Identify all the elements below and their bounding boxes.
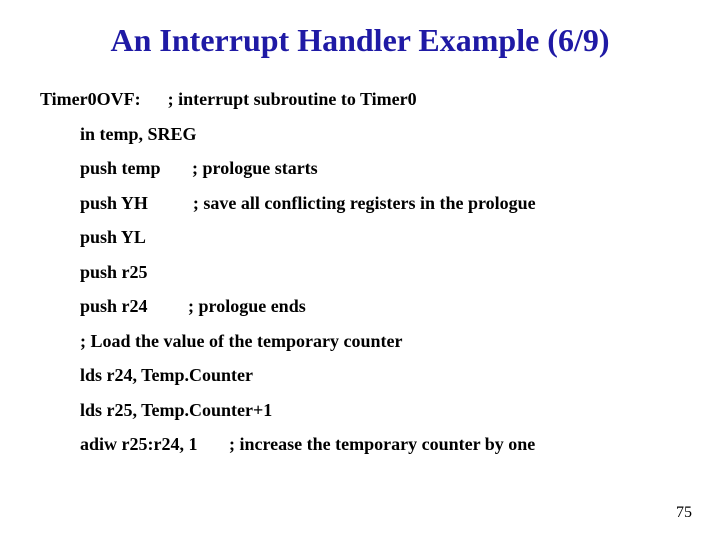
code-line: Timer0OVF: ; interrupt subroutine to Tim… bbox=[40, 88, 680, 111]
code-line: push r24 ; prologue ends bbox=[40, 295, 680, 318]
code-body: Timer0OVF: ; interrupt subroutine to Tim… bbox=[40, 88, 680, 468]
slide-title: An Interrupt Handler Example (6/9) bbox=[0, 22, 720, 59]
code-line: push YH ; save all conflicting registers… bbox=[40, 192, 680, 215]
code-line: adiw r25:r24, 1 ; increase the temporary… bbox=[40, 433, 680, 456]
code-line: lds r24, Temp.Counter bbox=[40, 364, 680, 387]
code-line: ; Load the value of the temporary counte… bbox=[40, 330, 680, 353]
code-line: in temp, SREG bbox=[40, 123, 680, 146]
code-line: lds r25, Temp.Counter+1 bbox=[40, 399, 680, 422]
page-number: 75 bbox=[676, 504, 692, 522]
code-line: push r25 bbox=[40, 261, 680, 284]
code-line: push YL bbox=[40, 226, 680, 249]
slide: An Interrupt Handler Example (6/9) Timer… bbox=[0, 0, 720, 540]
code-line: push temp ; prologue starts bbox=[40, 157, 680, 180]
